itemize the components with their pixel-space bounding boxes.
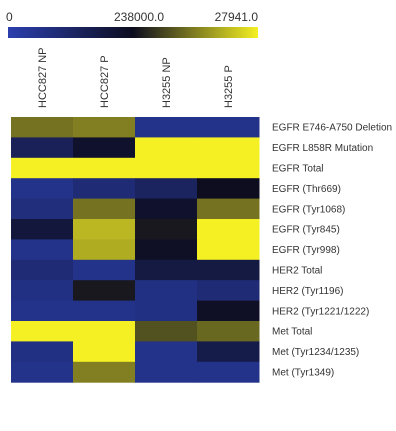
heatmap-cell <box>197 198 260 220</box>
heatmap-cell <box>11 239 74 261</box>
heatmap-cell <box>11 300 74 322</box>
column-labels: HCC827 NP HCC827 P H3255 NP H3255 P <box>37 47 235 108</box>
row-labels: EGFR E746-A750 Deletion EGFR L858R Mutati… <box>272 123 392 379</box>
heatmap-cell <box>197 321 260 342</box>
row-label: EGFR (Tyr1068) <box>272 204 345 215</box>
row-label: Met (Tyr1234/1235) <box>272 347 359 358</box>
heatmap-cell <box>11 117 74 138</box>
heatmap-cell <box>11 219 74 240</box>
heatmap-cell <box>11 321 74 342</box>
row-label: EGFR E746-A750 Deletion <box>272 123 392 134</box>
heatmap-cell <box>135 361 198 383</box>
heatmap-cell <box>11 259 74 281</box>
heatmap-cell <box>73 300 136 322</box>
column-label: HCC827 NP <box>37 47 49 108</box>
heatmap-cell <box>73 157 136 179</box>
heatmap-cell <box>73 361 136 383</box>
row-label: EGFR (Tyr845) <box>272 225 340 236</box>
heatmap-cell <box>135 259 198 281</box>
heatmap-cell <box>73 280 136 302</box>
heatmap-cell <box>73 178 136 200</box>
scale-low-label: 0 <box>6 10 13 24</box>
row-label: EGFR L858R Mutation <box>272 143 373 154</box>
heatmap-cell <box>73 321 136 342</box>
heatmap-cell <box>197 300 260 322</box>
heatmap-cell <box>197 219 260 240</box>
heatmap-cell <box>73 239 136 261</box>
row-label: HER2 (Tyr1221/1222) <box>272 306 369 317</box>
scale-mid-label: 238000.0 <box>114 10 164 24</box>
heatmap-cell <box>197 361 260 383</box>
heatmap-cell <box>73 117 136 138</box>
heatmap-cells <box>11 117 260 383</box>
scale-high-label: 27941.0 <box>215 10 259 24</box>
row-label: EGFR (Tyr998) <box>272 245 340 256</box>
column-label: H3255 NP <box>161 57 173 108</box>
heatmap-cell <box>73 137 136 159</box>
heatmap-cell <box>135 239 198 261</box>
heatmap-cell <box>73 341 136 363</box>
heatmap-cell <box>73 219 136 240</box>
color-scale-bar <box>8 27 258 38</box>
heatmap-cell <box>197 239 260 261</box>
heatmap-cell <box>197 157 260 179</box>
heatmap-cell <box>11 137 74 159</box>
row-label: Met Total <box>272 327 312 338</box>
heatmap-cell <box>135 321 198 342</box>
heatmap-cell <box>197 341 260 363</box>
heatmap-cell <box>73 198 136 220</box>
heatmap-cell <box>11 178 74 200</box>
heatmap-cell <box>135 198 198 220</box>
row-label: HER2 (Tyr1196) <box>272 286 344 297</box>
heatmap-cell <box>11 341 74 363</box>
row-label: EGFR (Thr669) <box>272 184 341 195</box>
heatmap-cell <box>73 259 136 281</box>
heatmap-cell <box>135 219 198 240</box>
heatmap-cell <box>11 198 74 220</box>
heatmap-cell <box>135 178 198 200</box>
heatmap-cell <box>135 157 198 179</box>
row-label: Met (Tyr1349) <box>272 368 334 379</box>
heatmap-cell <box>197 137 260 159</box>
heatmap-cell <box>135 300 198 322</box>
column-label: HCC827 P <box>99 55 111 108</box>
heatmap-cell <box>135 341 198 363</box>
column-label: H3255 P <box>223 65 235 108</box>
row-label: HER2 Total <box>272 266 322 277</box>
heatmap-cell <box>135 137 198 159</box>
heatmap-cell <box>197 259 260 281</box>
heatmap-cell <box>135 280 198 302</box>
heatmap-cell <box>11 361 74 383</box>
heatmap-cell <box>197 117 260 138</box>
heatmap-cell <box>197 178 260 200</box>
row-label: EGFR Total <box>272 164 324 175</box>
heatmap-cell <box>135 117 198 138</box>
heatmap-cell <box>197 280 260 302</box>
heatmap-cell <box>11 280 74 302</box>
heatmap-cell <box>11 157 74 179</box>
